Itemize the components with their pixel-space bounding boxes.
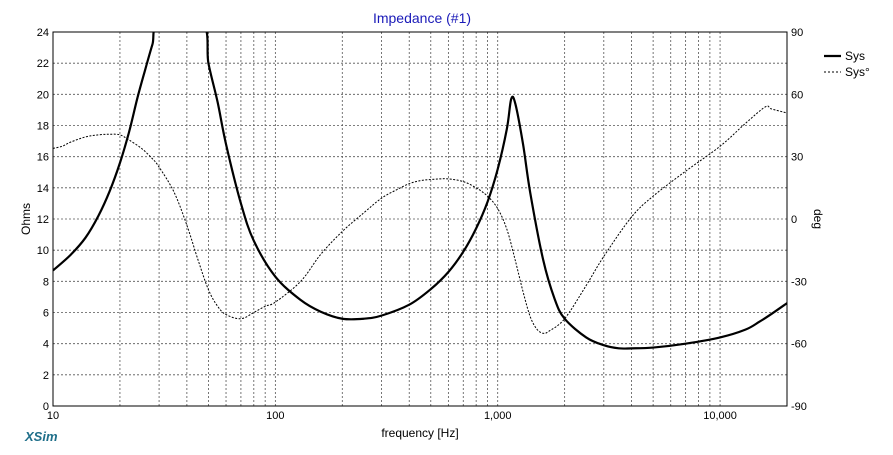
- plot-frame: [52, 31, 788, 407]
- chart-title: Impedance (#1): [373, 10, 471, 26]
- y2-tick-label: 60: [791, 89, 803, 101]
- x-tick-label: 10,000: [703, 410, 737, 422]
- y-tick-label: 0: [43, 401, 49, 413]
- y-axis-label: Ohms: [19, 203, 33, 235]
- y2-axis-label: deg: [811, 209, 825, 229]
- legend: Sys Sys°: [824, 49, 870, 79]
- series-line-sys: [53, 32, 787, 350]
- y2-tick-label: 0: [791, 214, 797, 226]
- legend-label-sys: Sys: [845, 49, 865, 63]
- y2-tick-label: 30: [791, 152, 803, 164]
- grid-layer: [52, 31, 788, 407]
- y-tick-label: 24: [37, 27, 49, 39]
- y-tick-label: 12: [37, 214, 49, 226]
- y2-tick-label: -60: [791, 339, 807, 351]
- x-axis-label: frequency [Hz]: [381, 426, 458, 440]
- x-tick-label: 1,000: [484, 410, 512, 422]
- y-tick-label: 14: [37, 183, 49, 195]
- y-tick-label: 4: [43, 339, 49, 351]
- y-tick-label: 18: [37, 121, 49, 133]
- series-line-sys-phase: [53, 105, 787, 334]
- y-tick-label: 16: [37, 152, 49, 164]
- y2-tick-label: -30: [791, 276, 807, 288]
- y2-tick-label: -90: [791, 401, 807, 413]
- y-tick-label: 8: [43, 276, 49, 288]
- legend-label-sys-phase: Sys°: [845, 65, 870, 79]
- y-tick-label: 2: [43, 370, 49, 382]
- y-tick-label: 20: [37, 89, 49, 101]
- xsim-logo: XSim: [24, 429, 58, 444]
- series-layer: [53, 32, 787, 350]
- y-tick-label: 22: [37, 58, 49, 70]
- y-tick-label: 10: [37, 245, 49, 257]
- x-tick-label: 100: [266, 410, 284, 422]
- y2-tick-label: 90: [791, 27, 803, 39]
- y-tick-label: 6: [43, 308, 49, 320]
- x-tick-label: 10: [47, 410, 59, 422]
